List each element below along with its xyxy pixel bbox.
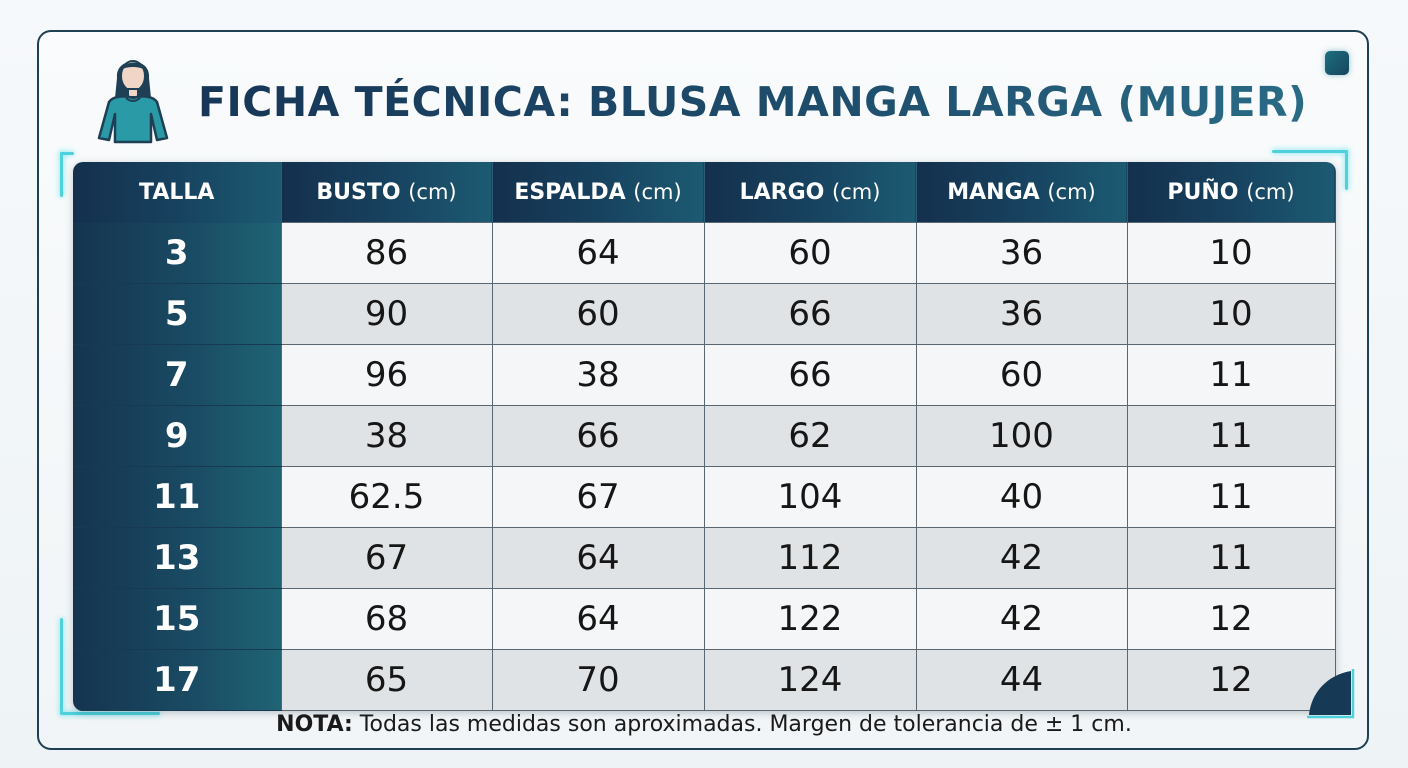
measure-cell: 38 [280, 405, 493, 467]
measure-cell: 64 [491, 588, 705, 650]
measure-cell: 60 [491, 283, 705, 345]
measure-cell: 112 [703, 527, 917, 589]
measure-cell: 65 [280, 649, 493, 711]
measure-cell: 86 [280, 222, 493, 284]
measure-cell: 36 [915, 222, 1128, 284]
table-row: 7 96 38 66 60 11 [73, 344, 1336, 406]
header-largo: LARGO (cm) [704, 162, 917, 223]
measure-cell: 10 [1126, 222, 1336, 284]
header-talla: TALLA [73, 162, 282, 223]
measure-cell: 66 [703, 283, 917, 345]
measure-cell: 12 [1126, 588, 1336, 650]
table-row: 15 68 64 122 42 12 [73, 588, 1336, 650]
measure-cell: 68 [280, 588, 493, 650]
table-row: 11 62.5 67 104 40 11 [73, 466, 1336, 528]
measure-cell: 40 [915, 466, 1128, 528]
corner-accent-icon [1307, 669, 1355, 719]
measure-cell: 66 [491, 405, 705, 467]
note-label: NOTA: [276, 712, 353, 737]
table-body: 3 86 64 60 36 10 5 90 60 66 36 10 7 96 38 66 60 11 9 38 66 62… [73, 222, 1336, 711]
measure-cell: 62 [703, 405, 917, 467]
glow-accent [60, 712, 160, 715]
size-cell: 5 [73, 283, 281, 345]
glow-accent [60, 152, 63, 197]
measure-cell: 96 [280, 344, 493, 406]
measure-cell: 10 [1126, 283, 1336, 345]
measure-cell: 70 [491, 649, 705, 711]
measure-cell: 67 [491, 466, 705, 528]
size-cell: 13 [73, 527, 281, 589]
measure-cell: 64 [491, 527, 705, 589]
header-espalda: ESPALDA (cm) [492, 162, 705, 223]
measure-cell: 100 [915, 405, 1128, 467]
header-busto: BUSTO (cm) [281, 162, 493, 223]
measure-cell: 66 [703, 344, 917, 406]
measure-cell: 44 [915, 649, 1128, 711]
header-manga: MANGA (cm) [916, 162, 1128, 223]
measure-cell: 90 [280, 283, 493, 345]
size-cell: 9 [73, 405, 281, 467]
measure-cell: 12 [1126, 649, 1336, 711]
measure-cell: 60 [703, 222, 917, 284]
table-header-row: TALLA BUSTO (cm) ESPALDA (cm) LARGO (cm)… [73, 162, 1336, 223]
measure-cell: 62.5 [280, 466, 493, 528]
measure-cell: 60 [915, 344, 1128, 406]
size-cell: 15 [73, 588, 281, 650]
measure-cell: 36 [915, 283, 1128, 345]
measure-cell: 124 [703, 649, 917, 711]
measure-cell: 38 [491, 344, 705, 406]
glow-accent [60, 618, 63, 714]
table-row: 5 90 60 66 36 10 [73, 283, 1336, 345]
glow-accent [1272, 150, 1348, 153]
glow-accent [60, 152, 74, 155]
table-row: 3 86 64 60 36 10 [73, 222, 1336, 284]
header-puno: PUÑO (cm) [1127, 162, 1336, 223]
size-cell: 7 [73, 344, 281, 406]
square-accent-icon [1325, 51, 1349, 75]
size-cell: 11 [73, 466, 281, 528]
size-cell: 3 [73, 222, 281, 284]
page-title: FICHA TÉCNICA: BLUSA MANGA LARGA (MUJER) [198, 74, 1307, 130]
table-row: 17 65 70 124 44 12 [73, 649, 1336, 711]
measure-cell: 11 [1126, 344, 1336, 406]
measure-cell: 11 [1126, 527, 1336, 589]
measure-cell: 11 [1126, 466, 1336, 528]
table-row: 13 67 64 112 42 11 [73, 527, 1336, 589]
table-row: 9 38 66 62 100 11 [73, 405, 1336, 467]
woman-blouse-icon [97, 60, 169, 144]
footnote: NOTA: Todas las medidas son aproximadas.… [0, 712, 1408, 737]
measure-cell: 67 [280, 527, 493, 589]
size-cell: 17 [73, 649, 281, 711]
glow-accent [1345, 150, 1348, 190]
measure-cell: 104 [703, 466, 917, 528]
measure-cell: 11 [1126, 405, 1336, 467]
note-text: Todas las medidas son aproximadas. Marge… [352, 712, 1132, 737]
measure-cell: 42 [915, 588, 1128, 650]
measure-cell: 42 [915, 527, 1128, 589]
measure-cell: 64 [491, 222, 705, 284]
measure-cell: 122 [703, 588, 917, 650]
size-chart-table: TALLA BUSTO (cm) ESPALDA (cm) LARGO (cm)… [73, 162, 1336, 711]
